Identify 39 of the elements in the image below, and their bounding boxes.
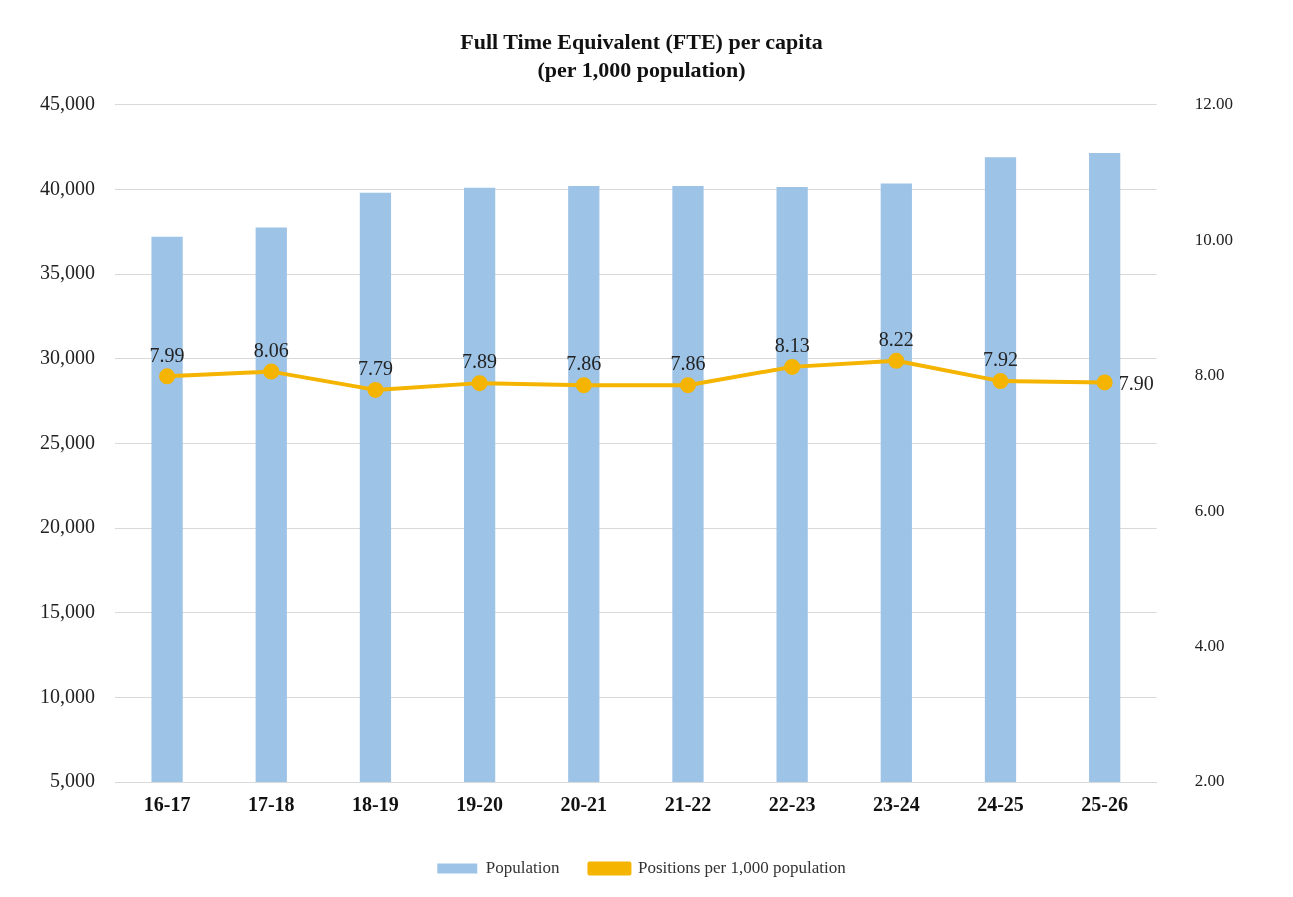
- x-tick-label: 22-23: [768, 793, 816, 816]
- x-tick-label: 21-22: [664, 793, 712, 816]
- data-label: 8.22: [878, 328, 914, 351]
- data-label: 7.86: [566, 352, 602, 375]
- x-tick-label: 19-20: [456, 793, 503, 816]
- data-label: 8.06: [253, 338, 289, 361]
- y-tick-label: 30,000: [40, 346, 95, 368]
- x-tick-label: 16-17: [143, 793, 191, 816]
- y2-tick-label: 12.00: [1194, 94, 1233, 114]
- y-tick-label: 40,000: [40, 176, 95, 199]
- x-tick-label: 20-21: [560, 793, 608, 816]
- y-tick-label: 35,000: [40, 261, 95, 284]
- y-tick-label: 5,000: [50, 769, 95, 792]
- y2-tick-label: 6.00: [1194, 500, 1225, 520]
- x-tick-label: 25-26: [1081, 793, 1128, 816]
- data-label: 7.86: [670, 352, 706, 375]
- y2-tick-label: 4.00: [1194, 636, 1225, 656]
- data-label: 7.92: [982, 348, 1018, 371]
- y2-tick-label: 10.00: [1194, 229, 1233, 249]
- legend-label: Population: [485, 857, 560, 877]
- y2-tick-label: 8.00: [1194, 365, 1225, 385]
- y-tick-label: 25,000: [40, 430, 95, 453]
- y-tick-label: 10,000: [40, 684, 95, 707]
- data-label: 7.89: [462, 350, 498, 373]
- chart-title: Full Time Equivalent (FTE) per capita: [460, 28, 823, 54]
- data-label: 7.90: [1118, 371, 1154, 394]
- x-tick-label: 24-25: [977, 793, 1024, 816]
- data-label: 7.79: [357, 357, 393, 380]
- y-tick-label: 15,000: [40, 599, 95, 622]
- data-label: 7.99: [149, 343, 185, 366]
- chart-subtitle: (per 1,000 population): [537, 57, 746, 83]
- legend-label: Positions per 1,000 population: [637, 857, 847, 877]
- y2-tick-label: 2.00: [1194, 771, 1225, 791]
- x-tick-label: 18-19: [352, 793, 399, 816]
- y-tick-label: 45,000: [40, 92, 95, 115]
- data-label: 8.13: [774, 334, 810, 357]
- y-tick-label: 20,000: [40, 515, 95, 538]
- x-tick-label: 17-18: [247, 793, 295, 816]
- x-tick-label: 23-24: [872, 793, 920, 816]
